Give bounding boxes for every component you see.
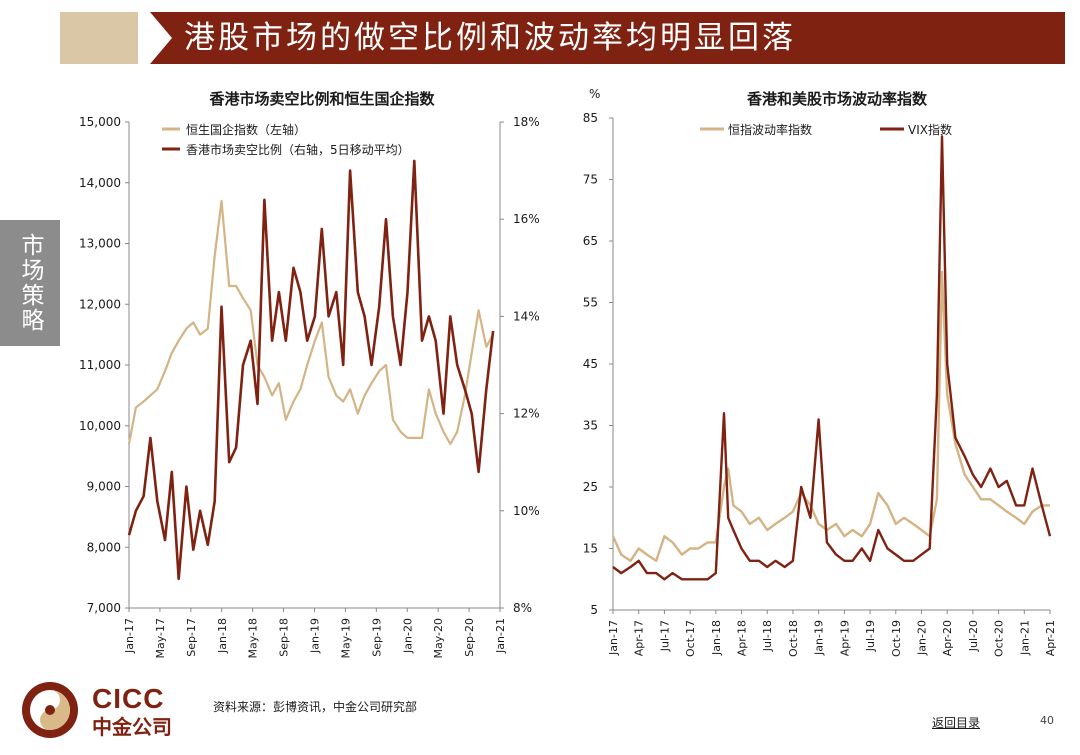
left-y-tick-label: 8,000 [87,540,121,554]
back-to-contents-link[interactable]: 返回目录 [932,716,981,730]
chart-series [127,159,495,581]
legend-label-short-ratio: 香港市场卖空比例（右轴，5日移动平均） [186,142,410,157]
x-tick-label: Jan-21 [494,618,507,654]
left-y-tick-label: 15,000 [79,115,121,129]
chart-title: 香港市场卖空比例和恒生国企指数 [209,90,435,108]
left-y-tick-label: 12,000 [79,297,121,311]
chart-legend: 恒生国企指数（左轴） 香港市场卖空比例（右轴，5日移动平均） [162,122,410,157]
section-side-tab[interactable]: 市场策略 [0,220,60,346]
right-y-tick-label: 8% [513,601,532,615]
x-tick-label: Sep-19 [370,618,383,657]
x-tick-label: Sep-20 [463,618,476,657]
page-title: 港股市场的做空比例和波动率均明显回落 [150,12,1065,64]
source-note: 资料来源：彭博资讯，中金公司研究部 [213,700,418,714]
x-tick-label: May-20 [432,618,445,659]
x-tick-label: Jan-19 [309,618,322,654]
page-number: 40 [1040,714,1054,727]
left-y-tick-label: 11,000 [79,358,121,372]
banner-accent-tab [60,12,138,64]
x-tick-label: May-19 [339,618,352,659]
logo-text-cn: 中金公司 [92,715,172,739]
left-y-tick-label: 10,000 [79,419,121,433]
x-tick-label: Sep-18 [278,618,291,657]
x-tick-label: May-17 [154,618,167,659]
right-y-tick-label: 14% [513,309,540,323]
x-tick-label: Jan-17 [123,618,136,654]
chart-axes: 7,000 8,000 9,000 10,000 11,000 12,000 13,000 1… [79,115,540,659]
right-y-tick-label: 18% [513,115,540,129]
left-y-tick-label: 9,000 [87,480,121,494]
right-y-tick-label: 10% [513,504,540,518]
left-y-tick-label: 14,000 [79,176,121,190]
x-tick-label: Jan-18 [216,618,229,654]
series-line-hscei [127,199,495,446]
x-tick-label: Jan-20 [401,618,414,654]
x-tick-label: May-18 [247,618,260,659]
right-y-tick-label: 16% [513,212,540,226]
left-y-tick-label: 13,000 [79,237,121,251]
left-y-tick-label: 7,000 [87,601,121,615]
x-tick-label: Sep-17 [185,618,198,657]
legend-label-hscei: 恒生国企指数（左轴） [186,122,306,137]
right-y-tick-label: 12% [513,407,540,421]
series-line-short-ratio [127,159,495,581]
cicc-logo-icon [22,682,78,738]
logo-text-en: CICC [92,683,165,714]
